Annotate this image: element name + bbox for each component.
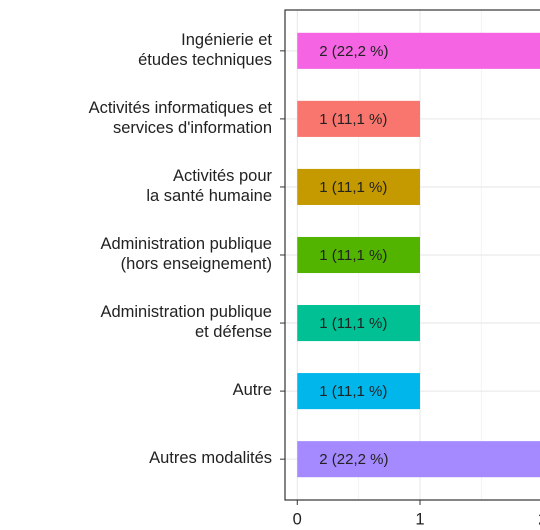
y-tick-label-line: et défense [195, 323, 272, 341]
bar [297, 32, 540, 69]
y-tick-label: Administration publique (hors enseignemen… [100, 235, 272, 273]
bar [297, 236, 420, 274]
x-tick-label: 1 [415, 510, 424, 528]
x-tick-label: 0 [293, 510, 302, 528]
bar [297, 305, 420, 342]
y-tick-label-line: études techniques [138, 51, 272, 69]
y-tick-label-line: Ingénierie et [181, 31, 272, 49]
y-tick-label: Administration publique et défense [100, 303, 272, 341]
y-tick-label: Activités informatiques et services d'inf… [89, 99, 273, 137]
value-label: 2 (22,2 %) [319, 451, 388, 468]
bar [297, 441, 540, 478]
bar [297, 373, 420, 410]
value-label: 2 (22,2 %) [319, 43, 388, 60]
y-tick-label-line: la santé humaine [146, 187, 272, 205]
x-tick-label: 2 [538, 510, 540, 528]
y-tick-label-line: Autres modalités [149, 450, 272, 468]
value-label: 1 (11,1 %) [319, 383, 387, 400]
value-label: 1 (11,1 %) [319, 247, 387, 264]
y-tick-label-line: services d'information [113, 119, 272, 137]
y-tick-label-line: Administration publique [100, 303, 272, 321]
y-tick-label-line: Administration publique [100, 235, 272, 253]
value-label: 1 (11,1 %) [319, 179, 387, 196]
panel-border [284, 9, 540, 501]
y-tick-label: Autres modalités [149, 450, 272, 468]
value-label: 1 (11,1 %) [319, 111, 387, 128]
y-tick-label: Activités pour la santé humaine [146, 167, 272, 205]
y-tick-label-line: (hors enseignement) [121, 255, 272, 273]
y-tick-label-line: Activités pour [173, 167, 273, 185]
y-tick-label-line: Activités informatiques et [89, 99, 273, 117]
y-tick-label: Autre [233, 381, 272, 399]
y-tick-label-line: Autre [233, 381, 272, 399]
value-label: 1 (11,1 %) [319, 315, 387, 332]
bar [297, 168, 420, 205]
bar [297, 100, 420, 137]
y-tick-label: Ingénierie et études techniques [138, 31, 272, 69]
